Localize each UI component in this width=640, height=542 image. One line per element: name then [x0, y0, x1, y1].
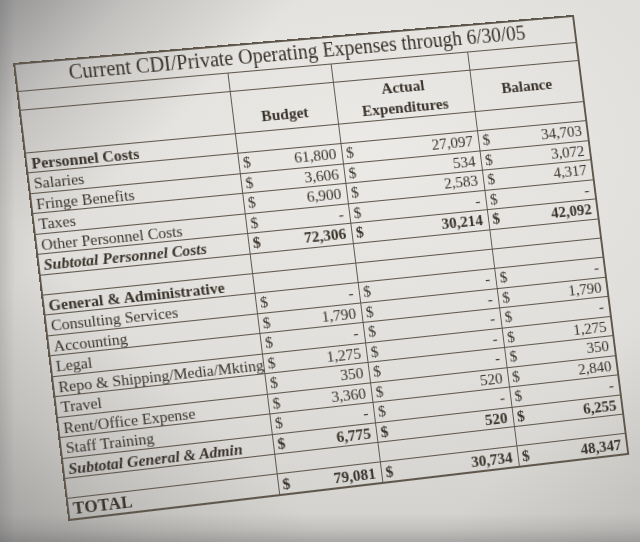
- amount-value: -: [494, 349, 501, 367]
- amount-value: 2,583: [443, 172, 479, 193]
- currency-symbol: $: [511, 367, 521, 385]
- amount-value: 30,734: [470, 448, 513, 470]
- amount-value: -: [608, 376, 615, 394]
- currency-symbol: $: [513, 387, 523, 405]
- currency-symbol: $: [491, 209, 501, 227]
- currency-symbol: $: [367, 322, 377, 341]
- currency-symbol: $: [242, 153, 252, 172]
- amount-value: 6,900: [306, 185, 343, 206]
- amount-value: -: [347, 284, 354, 302]
- amount-value: 30,214: [440, 211, 483, 232]
- amount-value: 72,306: [303, 225, 347, 247]
- amount-value: 3,072: [550, 142, 585, 162]
- currency-symbol: $: [521, 446, 531, 465]
- amount-value: 6,255: [582, 396, 617, 417]
- amount-value: -: [489, 309, 496, 327]
- amount-value: -: [337, 205, 344, 223]
- currency-symbol: $: [481, 131, 491, 149]
- currency-symbol: $: [347, 163, 357, 181]
- paper-sheet: Current CDI/Private Operating Expenses t…: [0, 0, 640, 542]
- currency-symbol: $: [365, 302, 375, 321]
- currency-symbol: $: [244, 173, 254, 192]
- currency-symbol: $: [506, 327, 516, 345]
- currency-symbol: $: [504, 308, 514, 326]
- currency-symbol: $: [499, 268, 509, 286]
- amount-value: 350: [586, 337, 610, 357]
- amount-value: 350: [339, 364, 364, 384]
- amount-value: 79,081: [332, 464, 376, 486]
- currency-symbol: $: [259, 293, 269, 312]
- amount-value: -: [486, 290, 493, 308]
- expense-table: Current CDI/Private Operating Expenses t…: [13, 15, 629, 522]
- photo-background: Current CDI/Private Operating Expenses t…: [0, 0, 640, 542]
- currency-symbol: $: [262, 313, 272, 332]
- currency-symbol: $: [372, 362, 382, 381]
- currency-symbol: $: [370, 342, 380, 361]
- amount-value: -: [499, 389, 506, 407]
- amount-value: 1,275: [572, 317, 607, 338]
- amount-value: 1,275: [325, 344, 362, 365]
- amount-value: 534: [452, 152, 477, 171]
- currency-symbol: $: [380, 422, 390, 441]
- currency-symbol: $: [509, 347, 519, 365]
- amount-value: -: [491, 329, 498, 347]
- currency-symbol: $: [377, 402, 387, 421]
- amount-value: 1,790: [320, 304, 357, 325]
- currency-symbol: $: [350, 183, 360, 201]
- amount-value: -: [362, 404, 369, 422]
- currency-symbol: $: [276, 434, 286, 453]
- currency-symbol: $: [281, 474, 291, 493]
- amount-value: 4,317: [552, 161, 587, 181]
- currency-symbol: $: [362, 282, 372, 301]
- currency-symbol: $: [384, 462, 394, 481]
- amount-value: 6,775: [335, 424, 372, 445]
- amount-value: 520: [484, 408, 509, 428]
- currency-symbol: $: [247, 193, 257, 212]
- currency-symbol: $: [264, 333, 274, 352]
- currency-symbol: $: [484, 150, 494, 168]
- currency-symbol: $: [375, 382, 385, 401]
- amount-value: 27,097: [431, 132, 474, 153]
- amount-value: -: [598, 298, 605, 316]
- amount-value: 3,606: [303, 165, 340, 186]
- amount-value: -: [352, 324, 359, 342]
- amount-value: -: [474, 191, 481, 209]
- amount-value: -: [484, 270, 491, 288]
- currency-symbol: $: [345, 143, 355, 161]
- amount-value: 48,347: [579, 435, 622, 457]
- currency-symbol: $: [274, 414, 284, 433]
- currency-symbol: $: [271, 393, 281, 412]
- currency-symbol: $: [269, 373, 279, 392]
- amount-value: 42,092: [550, 200, 593, 221]
- amount-value: 2,840: [577, 357, 612, 378]
- currency-symbol: $: [252, 233, 262, 252]
- amount-value: 34,703: [540, 122, 583, 143]
- currency-symbol: $: [267, 353, 277, 372]
- amount-value: -: [593, 259, 600, 277]
- currency-symbol: $: [486, 170, 496, 188]
- currency-symbol: $: [352, 203, 362, 221]
- amount-value: 520: [479, 369, 504, 389]
- currency-symbol: $: [516, 406, 526, 424]
- currency-symbol: $: [489, 190, 499, 208]
- currency-symbol: $: [249, 213, 259, 232]
- amount-value: 1,790: [567, 278, 602, 299]
- amount-value: -: [583, 181, 590, 199]
- currency-symbol: $: [501, 288, 511, 306]
- amount-value: 61,800: [293, 145, 337, 166]
- currency-symbol: $: [355, 223, 365, 241]
- amount-value: 3,360: [330, 384, 367, 405]
